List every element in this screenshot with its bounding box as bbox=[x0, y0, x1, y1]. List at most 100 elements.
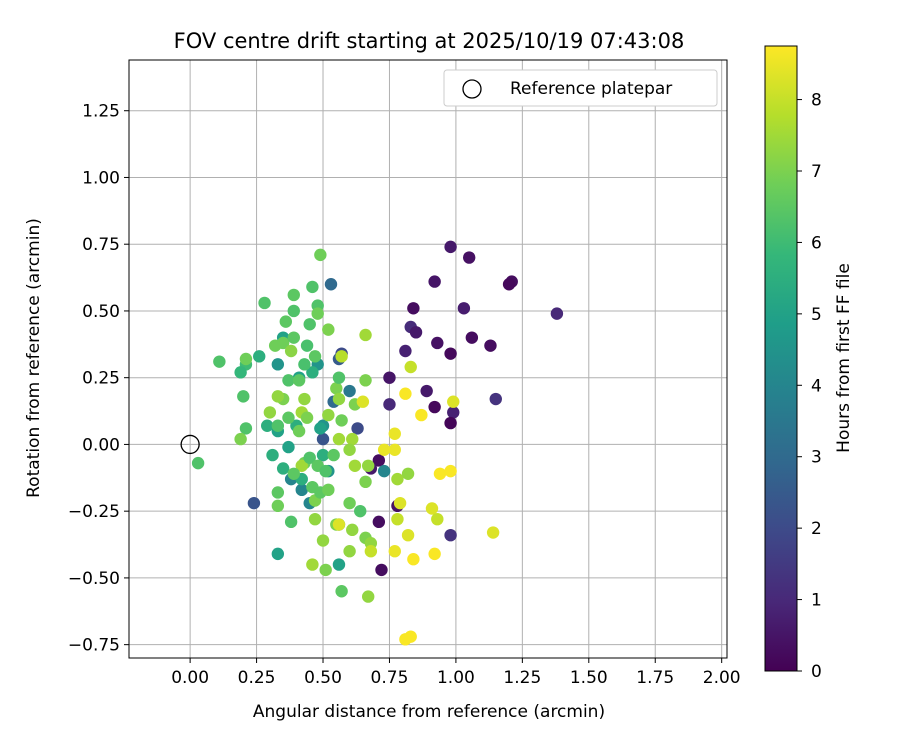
data-point bbox=[319, 563, 332, 577]
data-point bbox=[271, 419, 285, 432]
data-point bbox=[306, 366, 319, 379]
scatter-points bbox=[191, 240, 564, 646]
grid-lines bbox=[129, 60, 727, 658]
data-point bbox=[271, 547, 285, 561]
y-tick-label: −0.75 bbox=[68, 636, 120, 656]
data-point bbox=[354, 504, 367, 518]
y-tick-label: 0.75 bbox=[82, 235, 120, 255]
data-point bbox=[359, 475, 372, 489]
data-point bbox=[253, 350, 266, 363]
y-tick-label: 0.25 bbox=[82, 369, 120, 389]
chart-title: FOV centre drift starting at 2025/10/19 … bbox=[174, 29, 685, 53]
colorbar-tick-label: 2 bbox=[811, 519, 822, 539]
colorbar-tick-label: 8 bbox=[811, 91, 822, 111]
data-point bbox=[191, 456, 205, 470]
data-point bbox=[444, 416, 457, 430]
x-tick-label: 1.00 bbox=[437, 668, 475, 688]
data-point bbox=[316, 534, 330, 547]
data-point bbox=[287, 304, 300, 318]
data-point bbox=[391, 512, 404, 526]
data-point bbox=[431, 336, 444, 350]
data-point bbox=[388, 427, 401, 440]
data-point bbox=[308, 512, 322, 526]
data-point bbox=[335, 350, 348, 363]
data-point bbox=[234, 366, 247, 379]
data-point bbox=[484, 339, 497, 352]
data-point bbox=[372, 515, 386, 529]
data-point bbox=[332, 558, 346, 571]
y-tick-label: 1.25 bbox=[82, 102, 120, 122]
data-point bbox=[292, 424, 306, 438]
y-axis-ticks: −0.75 −0.50 −0.25 0.00 0.25 0.50 0.75 1.00 1.25 bbox=[68, 102, 129, 656]
data-point bbox=[303, 318, 316, 331]
data-point bbox=[271, 358, 285, 371]
data-point bbox=[282, 411, 295, 424]
data-point bbox=[279, 315, 293, 328]
data-point bbox=[356, 395, 370, 408]
data-point bbox=[261, 419, 274, 432]
data-point bbox=[457, 302, 471, 315]
data-point bbox=[282, 440, 295, 454]
x-tick-label: 0.00 bbox=[171, 668, 209, 688]
data-point bbox=[401, 528, 415, 542]
data-point bbox=[388, 443, 401, 456]
data-point bbox=[351, 422, 364, 435]
data-point bbox=[407, 553, 420, 566]
x-tick-label: 1.75 bbox=[636, 668, 674, 688]
data-point bbox=[377, 464, 391, 478]
data-point bbox=[428, 275, 441, 288]
data-point bbox=[502, 278, 516, 291]
data-point bbox=[335, 414, 348, 427]
data-point bbox=[393, 496, 407, 510]
data-point bbox=[300, 339, 314, 352]
y-tick-label: 0.00 bbox=[82, 435, 120, 455]
data-point bbox=[271, 499, 285, 513]
reference-marker-layer bbox=[180, 434, 200, 455]
colorbar-tick-label: 4 bbox=[811, 376, 822, 396]
data-point bbox=[343, 545, 356, 558]
data-point bbox=[330, 382, 343, 395]
colorbar-tick-label: 5 bbox=[811, 305, 822, 325]
data-point bbox=[465, 331, 479, 344]
colorbar-ticks: 0 1 2 3 4 5 6 7 8 bbox=[797, 91, 822, 682]
data-point bbox=[383, 398, 396, 411]
colorbar-tick-label: 7 bbox=[811, 162, 822, 182]
data-point bbox=[462, 251, 476, 264]
y-axis-label: Rotation from reference (arcmin) bbox=[24, 218, 44, 498]
data-point bbox=[425, 502, 439, 515]
data-point bbox=[433, 467, 447, 480]
data-point bbox=[284, 344, 298, 358]
data-point bbox=[444, 464, 457, 478]
y-tick-label: −0.25 bbox=[68, 502, 120, 522]
reference-platepar-marker bbox=[180, 434, 200, 455]
data-point bbox=[383, 371, 396, 384]
data-point bbox=[404, 360, 417, 374]
data-point bbox=[324, 278, 338, 291]
data-point bbox=[346, 432, 359, 446]
data-point bbox=[415, 408, 428, 422]
data-point bbox=[359, 374, 372, 387]
data-point bbox=[372, 454, 386, 467]
data-point bbox=[292, 374, 306, 387]
data-point bbox=[550, 307, 564, 320]
data-point bbox=[399, 387, 412, 400]
colorbar-gradient bbox=[764, 45, 798, 672]
x-tick-label: 1.50 bbox=[570, 668, 608, 688]
colorbar-label: Hours from first FF file bbox=[834, 263, 854, 453]
data-point bbox=[407, 302, 420, 315]
data-point bbox=[447, 395, 460, 408]
x-tick-label: 0.50 bbox=[304, 668, 342, 688]
data-point bbox=[332, 371, 346, 384]
data-point bbox=[399, 344, 412, 358]
data-point bbox=[295, 483, 308, 497]
data-point bbox=[444, 528, 457, 542]
data-point bbox=[213, 355, 226, 368]
data-point bbox=[237, 390, 250, 403]
data-point bbox=[322, 408, 335, 422]
data-point bbox=[308, 350, 322, 363]
data-point bbox=[271, 486, 285, 499]
data-point bbox=[276, 462, 290, 475]
data-point bbox=[314, 422, 327, 435]
data-point bbox=[306, 280, 319, 294]
x-tick-label: 1.25 bbox=[503, 668, 541, 688]
